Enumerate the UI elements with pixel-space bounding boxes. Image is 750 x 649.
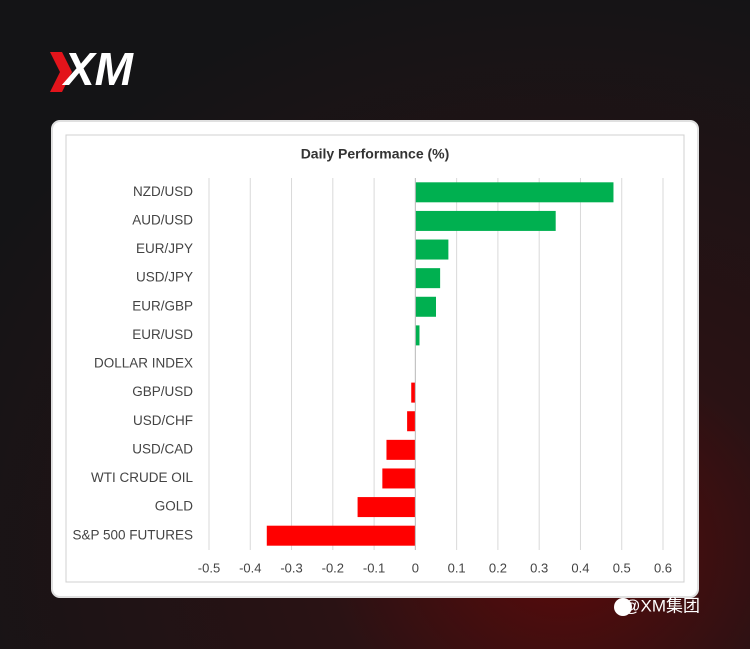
y-tick-label: S&P 500 FUTURES (72, 527, 193, 542)
watermark-icon (614, 598, 632, 616)
x-tick-label: 0 (412, 560, 419, 575)
bar (415, 239, 449, 260)
x-tick-label: 0.5 (613, 560, 631, 575)
x-tick-label: -0.1 (363, 560, 385, 575)
y-tick-label: USD/JPY (136, 270, 193, 285)
y-tick-label: WTI CRUDE OIL (91, 470, 193, 485)
y-tick-label: DOLLAR INDEX (94, 356, 193, 371)
bar (382, 468, 416, 489)
x-tick-label: 0.4 (571, 560, 589, 575)
bar (386, 439, 416, 460)
x-tick-label: 0.6 (654, 560, 672, 575)
y-tick-label: USD/CAD (132, 441, 193, 456)
bar (411, 382, 416, 403)
bar (415, 182, 614, 203)
x-tick-label: -0.2 (322, 560, 344, 575)
bar (266, 525, 416, 546)
y-tick-label: GOLD (155, 499, 194, 514)
bar (357, 497, 416, 518)
x-tick-label: -0.5 (198, 560, 220, 575)
bar (415, 268, 441, 289)
x-tick-label: 0.2 (489, 560, 507, 575)
logo-text: XM (61, 43, 135, 95)
y-tick-label: NZD/USD (133, 184, 193, 199)
bar (415, 296, 436, 317)
bar (407, 411, 416, 432)
x-tick-label: -0.3 (280, 560, 302, 575)
y-tick-label: AUD/USD (132, 212, 193, 227)
plot: -0.5 -0.4 -0.3 -0.2 -0.1 0 0.1 0.2 0.3 0.4 0.5 0.6 N… (72, 178, 672, 575)
y-tick-label: EUR/USD (132, 327, 193, 342)
x-tick-label: -0.4 (239, 560, 261, 575)
watermark: @XM集团 (623, 596, 700, 615)
y-tick-label: USD/CHF (133, 413, 193, 428)
y-tick-label: GBP/USD (132, 384, 193, 399)
chart-title: Daily Performance (%) (301, 146, 450, 162)
x-tick-label: 0.1 (448, 560, 466, 575)
x-tick-label: 0.3 (530, 560, 548, 575)
bar (415, 210, 556, 231)
y-tick-label: EUR/JPY (136, 241, 193, 256)
logo: XM (50, 43, 135, 95)
logo-chevron (50, 52, 72, 92)
bar (415, 325, 420, 346)
y-tick-label: EUR/GBP (132, 298, 193, 313)
